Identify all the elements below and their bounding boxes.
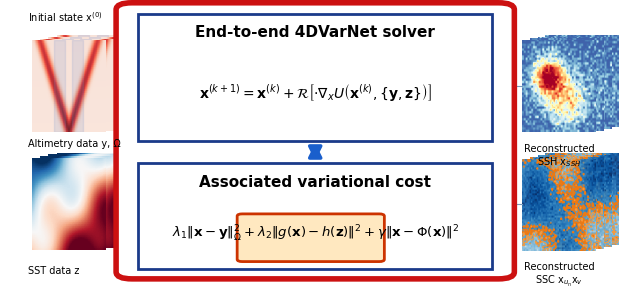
FancyBboxPatch shape bbox=[138, 14, 492, 141]
Text: End-to-end 4DVarNet solver: End-to-end 4DVarNet solver bbox=[195, 25, 435, 40]
Text: SST data z: SST data z bbox=[28, 266, 80, 276]
FancyBboxPatch shape bbox=[237, 214, 385, 262]
Text: Reconstructed
SSH x$_{SSH}$: Reconstructed SSH x$_{SSH}$ bbox=[524, 143, 595, 169]
Text: $\lambda_1 \|\mathbf{x} - \mathbf{y}\|^2_\Omega + \lambda_2 \|g\left(\mathbf{x}\: $\lambda_1 \|\mathbf{x} - \mathbf{y}\|^2… bbox=[172, 224, 459, 244]
Text: Reconstructed
SSC x$_{u_n}$x$_v$: Reconstructed SSC x$_{u_n}$x$_v$ bbox=[524, 262, 595, 289]
Text: Associated variational cost: Associated variational cost bbox=[199, 175, 431, 190]
FancyBboxPatch shape bbox=[116, 3, 515, 279]
Text: Altimetry data y, Ω: Altimetry data y, Ω bbox=[28, 139, 121, 149]
FancyBboxPatch shape bbox=[138, 163, 492, 269]
Text: Initial state x$^{(0)}$: Initial state x$^{(0)}$ bbox=[28, 10, 103, 24]
Text: $\mathbf{x}^{(k+1)} = \mathbf{x}^{(k)} + \mathcal{R}\left[\cdot\nabla_x U\left(\: $\mathbf{x}^{(k+1)} = \mathbf{x}^{(k)} +… bbox=[199, 82, 431, 103]
